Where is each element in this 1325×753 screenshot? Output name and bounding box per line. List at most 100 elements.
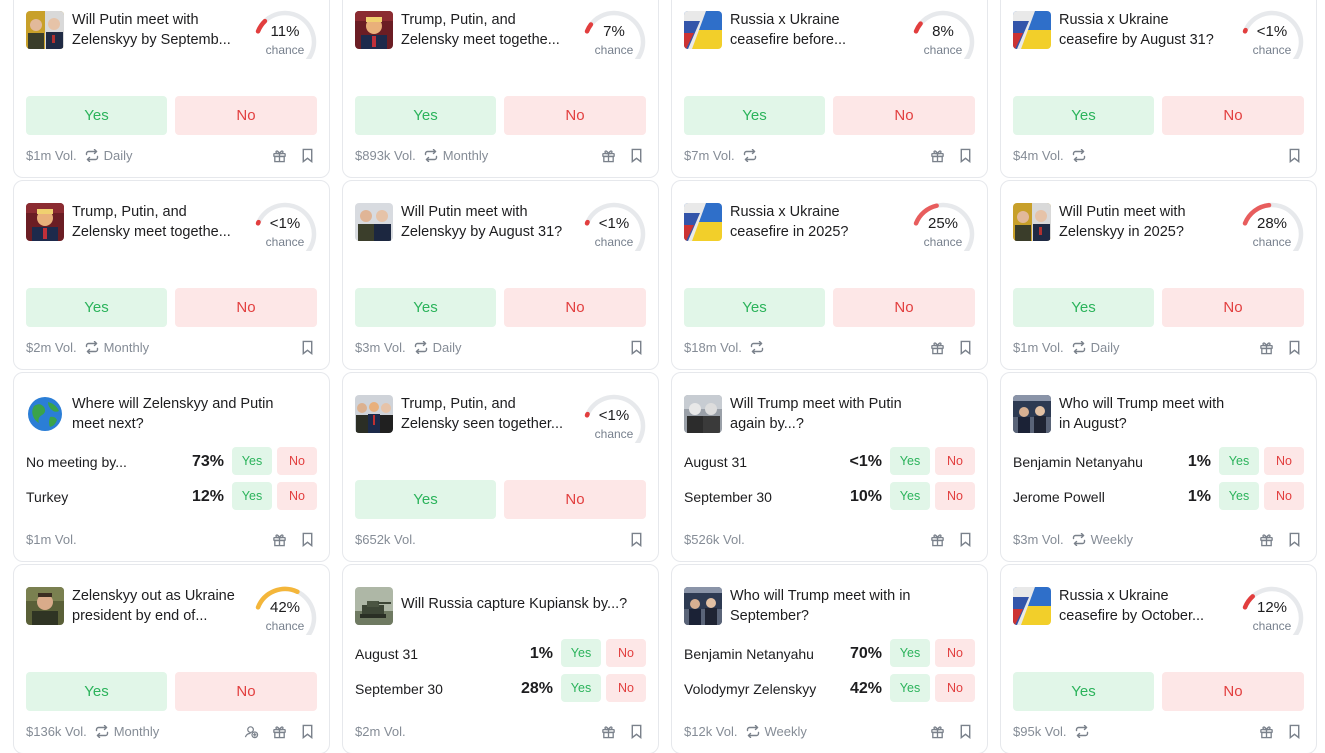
market-card[interactable]: Will Russia capture Kupiansk by...? Augus… <box>342 564 659 753</box>
market-title[interactable]: Trump, Putin, and Zelensky meet togethe..… <box>401 10 579 50</box>
buy-yes-button[interactable]: Yes <box>1013 96 1154 135</box>
market-card[interactable]: Where will Zelenskyy and Putin meet next?… <box>13 372 330 562</box>
bookmark-icon[interactable] <box>1286 146 1302 164</box>
outcome-no-button[interactable]: No <box>277 447 317 475</box>
buy-no-button[interactable]: No <box>175 96 317 135</box>
bookmark-icon[interactable] <box>957 722 973 740</box>
market-card[interactable]: Russia x Ukraine ceasefire in 2025? 25% cha… <box>671 180 988 370</box>
outcome-no-button[interactable]: No <box>1264 482 1304 510</box>
market-card[interactable]: Zelenskyy out as Ukraine president by end… <box>13 564 330 753</box>
market-card[interactable]: Will Putin meet with Zelenskyy by Septemb… <box>13 0 330 178</box>
bookmark-icon[interactable] <box>1286 338 1302 356</box>
buy-yes-button[interactable]: Yes <box>26 672 167 711</box>
buy-yes-button[interactable]: Yes <box>684 288 825 327</box>
buy-yes-button[interactable]: Yes <box>26 288 167 327</box>
market-title[interactable]: Will Putin meet with Zelenskyy by August … <box>401 202 579 242</box>
outcome-no-button[interactable]: No <box>277 482 317 510</box>
bookmark-icon[interactable] <box>628 338 644 356</box>
bookmark-icon[interactable] <box>628 722 644 740</box>
market-card[interactable]: Who will Trump meet with in September? Ben… <box>671 564 988 753</box>
market-title[interactable]: Trump, Putin, and Zelensky seen together.… <box>401 394 579 434</box>
market-card[interactable]: Trump, Putin, and Zelensky meet togethe..… <box>13 180 330 370</box>
market-card[interactable]: Russia x Ukraine ceasefire by October... 1… <box>1000 564 1317 753</box>
outcome-no-button[interactable]: No <box>935 639 975 667</box>
buy-no-button[interactable]: No <box>175 672 317 711</box>
outcome-yes-button[interactable]: Yes <box>890 482 930 510</box>
buy-no-button[interactable]: No <box>1162 96 1304 135</box>
outcome-yes-button[interactable]: Yes <box>890 674 930 702</box>
market-title[interactable]: Russia x Ukraine ceasefire by October... <box>1059 586 1237 626</box>
outcome-yes-button[interactable]: Yes <box>1219 482 1259 510</box>
buy-no-button[interactable]: No <box>1162 288 1304 327</box>
market-title[interactable]: Trump, Putin, and Zelensky meet togethe..… <box>72 202 250 242</box>
market-title[interactable]: Will Putin meet with Zelenskyy in 2025? <box>1059 202 1237 242</box>
gift-icon[interactable] <box>271 530 287 548</box>
market-card[interactable]: Will Putin meet with Zelenskyy in 2025? 28… <box>1000 180 1317 370</box>
outcome-no-button[interactable]: No <box>935 482 975 510</box>
outcome-yes-button[interactable]: Yes <box>561 674 601 702</box>
market-card[interactable]: Trump, Putin, and Zelensky seen together.… <box>342 372 659 562</box>
bookmark-icon[interactable] <box>957 530 973 548</box>
outcome-yes-button[interactable]: Yes <box>890 639 930 667</box>
gift-icon[interactable] <box>600 146 616 164</box>
buy-yes-button[interactable]: Yes <box>355 96 496 135</box>
market-title[interactable]: Where will Zelenskyy and Putin meet next? <box>72 394 308 434</box>
gift-icon[interactable] <box>271 722 287 740</box>
buy-yes-button[interactable]: Yes <box>26 96 167 135</box>
gift-icon[interactable] <box>929 338 945 356</box>
bookmark-icon[interactable] <box>1286 722 1302 740</box>
market-card[interactable]: Will Trump meet with Putin again by...? Au… <box>671 372 988 562</box>
outcome-yes-button[interactable]: Yes <box>232 482 272 510</box>
buy-yes-button[interactable]: Yes <box>1013 288 1154 327</box>
bookmark-icon[interactable] <box>299 530 315 548</box>
bookmark-icon[interactable] <box>299 338 315 356</box>
gift-icon[interactable] <box>929 722 945 740</box>
market-title[interactable]: Russia x Ukraine ceasefire in 2025? <box>730 202 908 242</box>
gift-icon[interactable] <box>1258 338 1274 356</box>
buy-yes-button[interactable]: Yes <box>1013 672 1154 711</box>
bookmark-icon[interactable] <box>299 146 315 164</box>
buy-yes-button[interactable]: Yes <box>355 288 496 327</box>
market-title[interactable]: Russia x Ukraine ceasefire by August 31? <box>1059 10 1237 50</box>
buy-no-button[interactable]: No <box>504 480 646 519</box>
market-title[interactable]: Zelenskyy out as Ukraine president by end… <box>72 586 250 626</box>
outcome-no-button[interactable]: No <box>606 639 646 667</box>
gift-icon[interactable] <box>929 530 945 548</box>
bookmark-icon[interactable] <box>299 722 315 740</box>
outcome-no-button[interactable]: No <box>1264 447 1304 475</box>
bookmark-icon[interactable] <box>957 146 973 164</box>
buy-no-button[interactable]: No <box>833 288 975 327</box>
market-card[interactable]: Russia x Ukraine ceasefire before... 8% cha… <box>671 0 988 178</box>
market-title[interactable]: Russia x Ukraine ceasefire before... <box>730 10 908 50</box>
buy-no-button[interactable]: No <box>504 288 646 327</box>
gift-icon[interactable] <box>929 146 945 164</box>
market-card[interactable]: Russia x Ukraine ceasefire by August 31? <… <box>1000 0 1317 178</box>
market-title[interactable]: Who will Trump meet with in August? <box>1059 394 1295 434</box>
market-card[interactable]: Who will Trump meet with in August? Benjam… <box>1000 372 1317 562</box>
outcome-yes-button[interactable]: Yes <box>561 639 601 667</box>
bookmark-icon[interactable] <box>628 530 644 548</box>
buy-no-button[interactable]: No <box>504 96 646 135</box>
market-card[interactable]: Will Putin meet with Zelenskyy by August … <box>342 180 659 370</box>
gift-icon[interactable] <box>1258 530 1274 548</box>
market-title[interactable]: Who will Trump meet with in September? <box>730 586 966 626</box>
buy-no-button[interactable]: No <box>833 96 975 135</box>
outcome-yes-button[interactable]: Yes <box>1219 447 1259 475</box>
bookmark-icon[interactable] <box>1286 530 1302 548</box>
market-title[interactable]: Will Russia capture Kupiansk by...? <box>401 594 637 614</box>
bookmark-icon[interactable] <box>628 146 644 164</box>
outcome-no-button[interactable]: No <box>935 447 975 475</box>
buy-yes-button[interactable]: Yes <box>684 96 825 135</box>
gift-icon[interactable] <box>1258 722 1274 740</box>
outcome-yes-button[interactable]: Yes <box>890 447 930 475</box>
gift-icon[interactable] <box>271 146 287 164</box>
outcome-no-button[interactable]: No <box>606 674 646 702</box>
market-title[interactable]: Will Trump meet with Putin again by...? <box>730 394 966 434</box>
gift-icon[interactable] <box>600 722 616 740</box>
outcome-no-button[interactable]: No <box>935 674 975 702</box>
buy-yes-button[interactable]: Yes <box>355 480 496 519</box>
bookmark-icon[interactable] <box>957 338 973 356</box>
buy-no-button[interactable]: No <box>1162 672 1304 711</box>
buy-no-button[interactable]: No <box>175 288 317 327</box>
outcome-yes-button[interactable]: Yes <box>232 447 272 475</box>
